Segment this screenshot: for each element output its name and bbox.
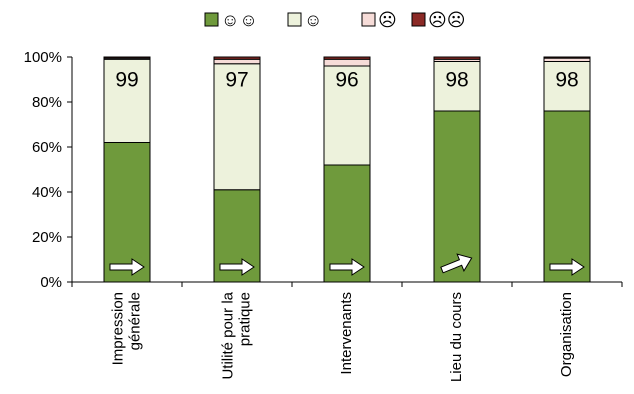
category-label: Organisation [558, 292, 575, 377]
legend-item: ☺☺ [204, 10, 258, 30]
bar-segment [323, 56, 371, 60]
legend-item: ☹ [361, 10, 397, 30]
legend-swatch [361, 12, 376, 27]
legend-label: ☺☺ [221, 10, 258, 30]
y-tick-label: 0% [40, 274, 62, 291]
trend-arrow-icon [219, 258, 255, 276]
bar-segment [543, 57, 591, 62]
y-axis: 0% 20% 40% 60% 80% 100% [24, 49, 73, 291]
bar-segment [103, 58, 151, 143]
bar-segment [433, 56, 481, 60]
category-label: Impression [110, 292, 127, 365]
x-axis: Impression générale Utilité pour la pratiqu… [71, 281, 623, 382]
bar-group: 98 [433, 56, 481, 283]
legend-swatch [204, 12, 219, 27]
trend-arrow-icon [549, 258, 585, 276]
y-tick-label: 60% [32, 139, 62, 156]
data-label: 99 [115, 69, 138, 92]
y-tick-label: 80% [32, 94, 62, 111]
bar-segment [323, 58, 371, 67]
bar-segment [323, 65, 371, 166]
category-label: Intervenants [338, 292, 355, 375]
trend-arrow-icon [109, 258, 145, 276]
legend: ☺☺ ☺ ☹ ☹☹ [204, 10, 466, 30]
legend-label: ☺ [304, 10, 322, 30]
data-label: 96 [335, 69, 358, 92]
y-tick-label: 100% [24, 49, 62, 66]
legend-item: ☹☹ [411, 10, 466, 30]
y-tick-label: 40% [32, 184, 62, 201]
data-label: 97 [225, 69, 248, 92]
bar-group: 96 [323, 56, 371, 283]
category-label: Lieu du cours [448, 292, 465, 382]
bar-segment [433, 61, 481, 112]
legend-swatch [287, 12, 302, 27]
bar-segment [213, 63, 261, 191]
bar-group: 98 [543, 56, 591, 283]
bar-segment [433, 110, 481, 283]
bar-segment [213, 56, 261, 60]
bar-segment [213, 58, 261, 65]
bar-segment [543, 61, 591, 112]
bar-segment [103, 56, 151, 59]
bar-segment [543, 110, 591, 283]
legend-label: ☹☹ [428, 10, 466, 30]
bars: 99 97 96 98 98 [103, 56, 591, 283]
bar-segment [323, 164, 371, 283]
trend-arrow-icon [440, 253, 473, 274]
bar-segment [543, 56, 591, 59]
data-label: 98 [555, 69, 578, 92]
bar-segment [103, 142, 151, 283]
category-label: Utilité pour la [220, 291, 237, 379]
y-tick-label: 20% [32, 229, 62, 246]
category-label: générale [127, 292, 144, 350]
legend-item: ☺ [287, 10, 322, 30]
legend-swatch [411, 12, 426, 27]
bar-group: 97 [213, 56, 261, 283]
category-label: pratique [237, 292, 254, 346]
legend-label: ☹ [378, 10, 397, 30]
data-label: 98 [445, 69, 468, 92]
trend-arrow-icon [329, 258, 365, 276]
bar-group: 99 [103, 56, 151, 283]
